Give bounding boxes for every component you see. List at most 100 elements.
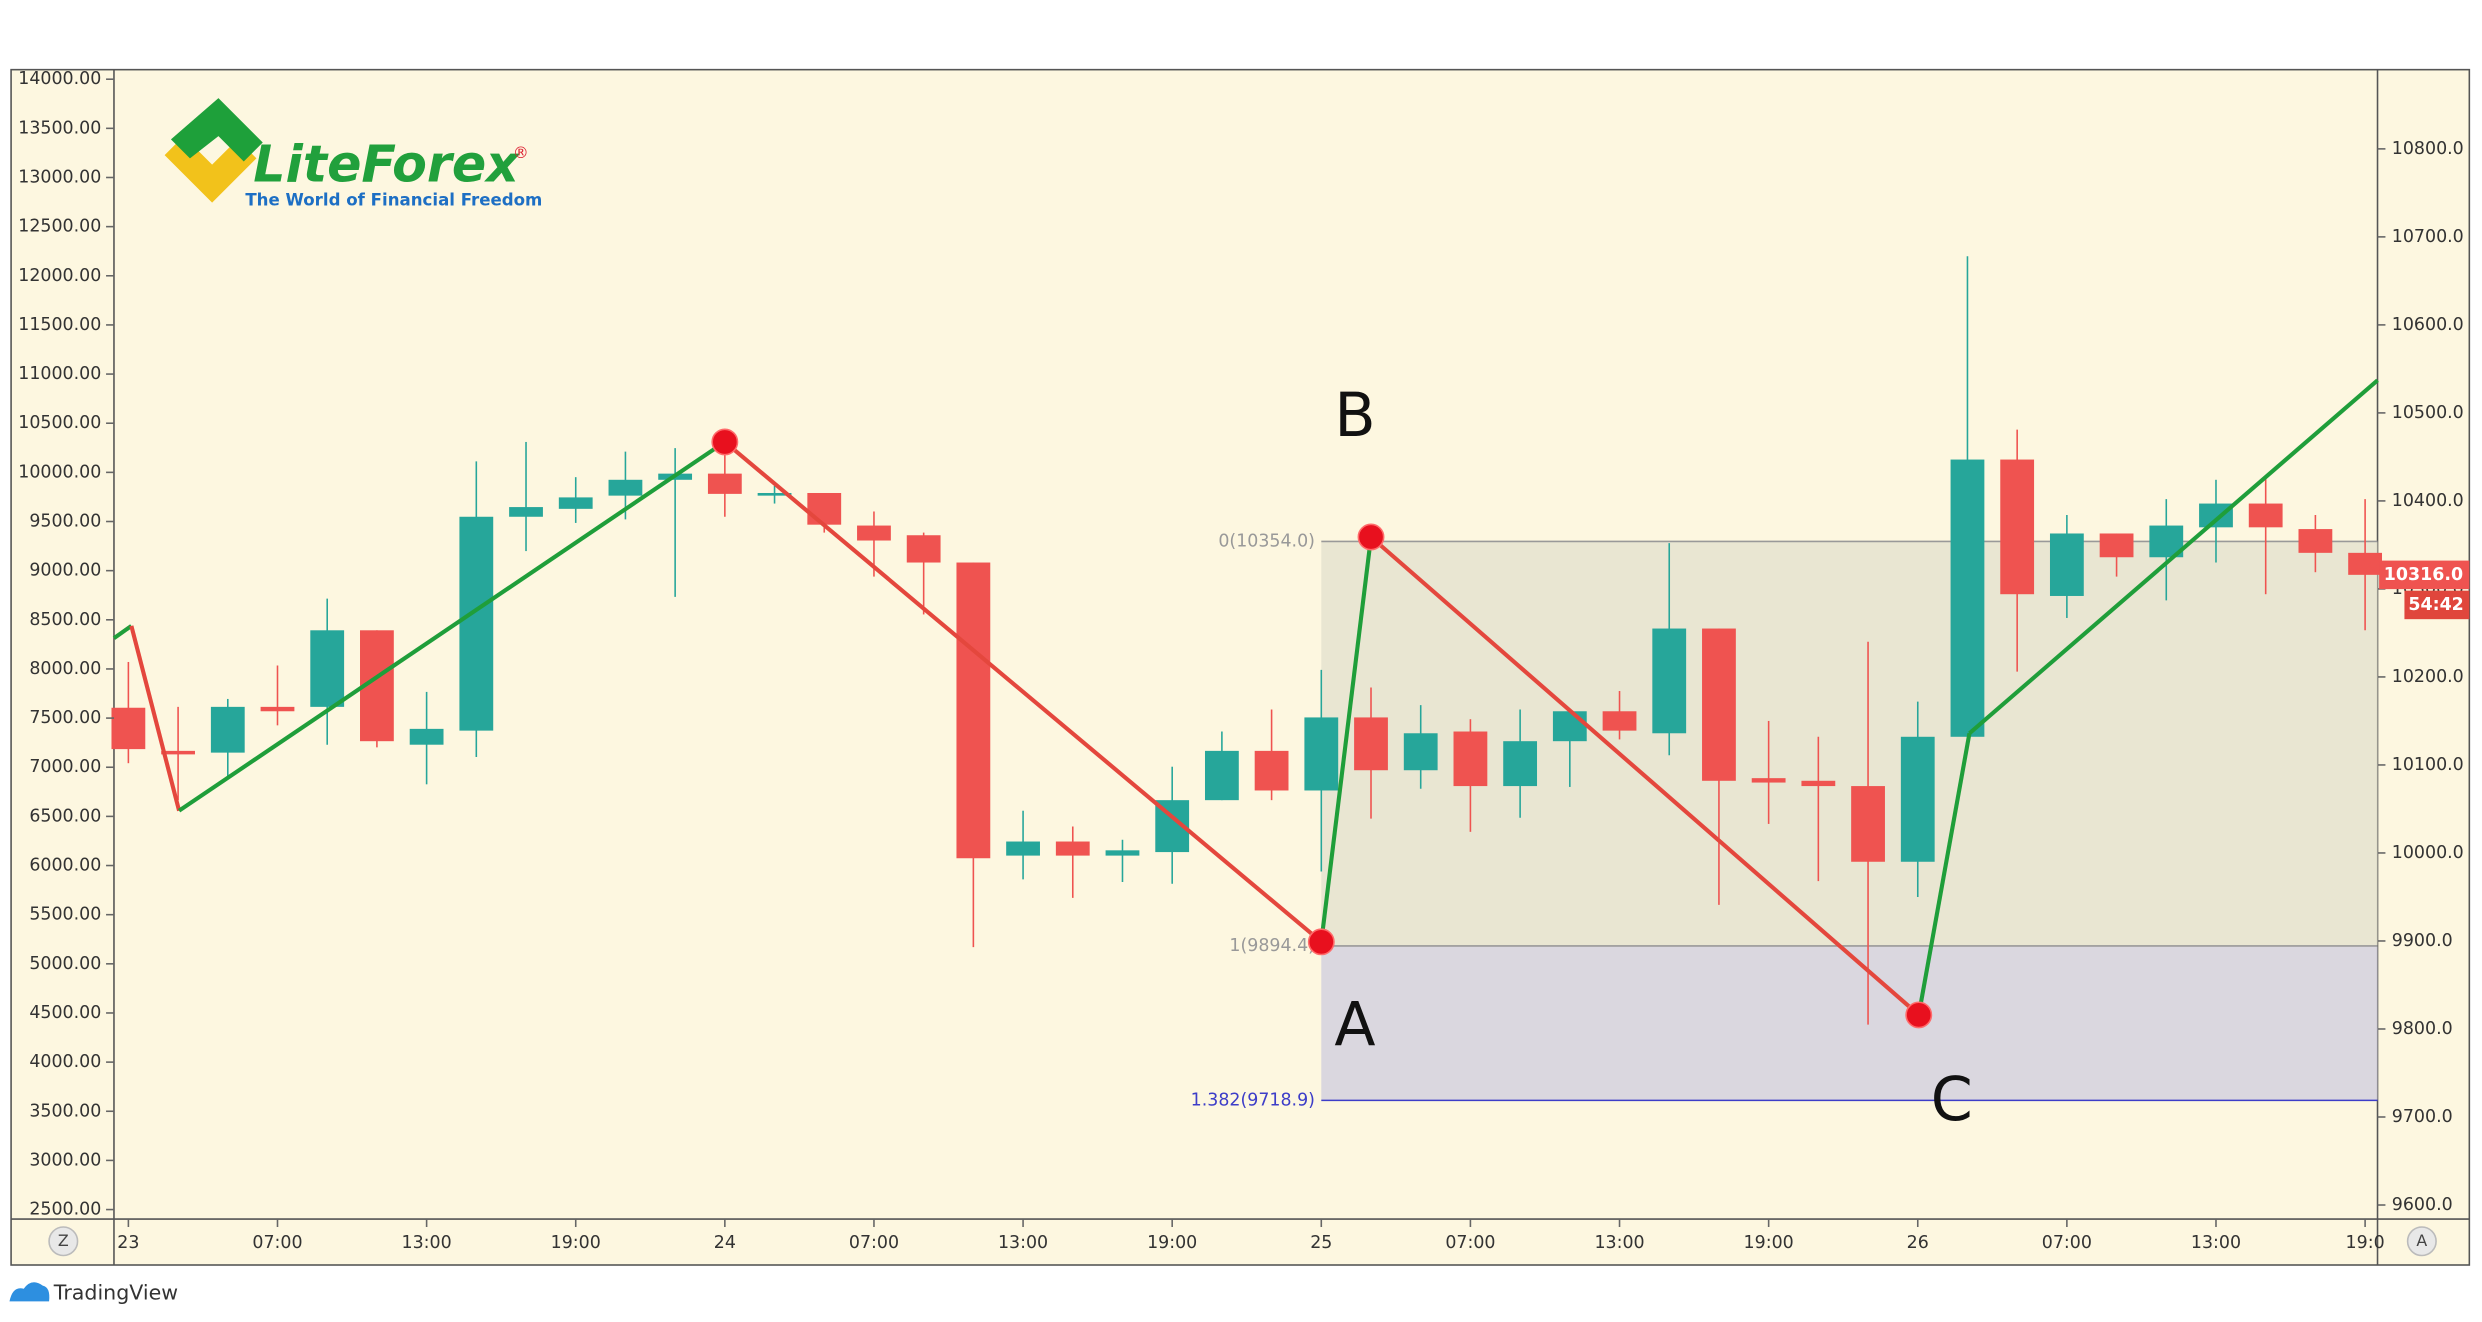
y2-tick-label: 10600.0: [2392, 315, 2464, 335]
y-tick-label: 14000.00: [18, 69, 101, 89]
x-tick-label: 07:00: [849, 1233, 899, 1253]
plot-area: 0(10354.0) 1(9894.4) 1.382(9718.9): [111, 256, 2383, 1110]
y-tick-label: 4500.00: [29, 1003, 101, 1023]
zigzag-segment: [112, 624, 133, 640]
candle-body: [260, 706, 295, 712]
candle-body: [956, 562, 991, 859]
fib-label: 1.382(9718.9): [1191, 1090, 1315, 1110]
y2-tick-label: 10700.0: [2392, 227, 2464, 247]
annotation: C: [1931, 1065, 1973, 1135]
zigzag-segment: [723, 440, 1323, 944]
countdown-label: 54:42: [2408, 595, 2463, 615]
y-tick-label: 2500.00: [29, 1200, 101, 1220]
logo: LiteForex ® The World of Financial Freed…: [164, 98, 542, 210]
pivot-point: [1905, 1001, 1933, 1029]
fib-label: 0(10354.0): [1218, 531, 1315, 551]
candle-body: [807, 492, 842, 525]
candle-body: [608, 479, 643, 496]
x-tick-label: 19:00: [1744, 1233, 1794, 1253]
y-tick-label: 13000.00: [18, 167, 101, 187]
candle-body: [1503, 741, 1538, 787]
y-tick-label: 10500.00: [18, 413, 101, 433]
pivot-point: [1357, 523, 1385, 551]
y-tick-label: 9500.00: [29, 512, 101, 532]
y-tick-label: 10000.00: [18, 462, 101, 482]
candle-body: [1006, 841, 1040, 856]
y2-tick-label: 10100.0: [2392, 755, 2464, 775]
x-tick-label: 07:00: [2042, 1233, 2092, 1253]
y-tick-label: 7500.00: [29, 708, 101, 728]
x-tick-label: 19:0: [2346, 1233, 2385, 1253]
auto-button[interactable]: [2406, 1226, 2437, 1257]
last-price-tag: [2379, 560, 2470, 590]
candle-body: [2248, 503, 2283, 528]
candle-body: [857, 525, 891, 541]
logo-tagline: The World of Financial Freedom: [245, 191, 542, 210]
y-tick-label: 5500.00: [29, 905, 101, 925]
zigzag-segment: [177, 440, 726, 813]
candle-body: [1204, 750, 1239, 801]
candle-body: [1652, 628, 1687, 734]
y2-tick-label: 10200.0: [2392, 667, 2464, 687]
x-tick-label: 19:00: [1147, 1233, 1197, 1253]
candle-body: [1900, 736, 1935, 862]
candle-body: [1403, 733, 1438, 771]
y-tick-label: 9000.00: [29, 561, 101, 581]
scale-button-label[interactable]: Z: [58, 1231, 69, 1250]
candle-body: [1851, 786, 1885, 862]
candle-body: [707, 473, 742, 494]
y2-tick-label: 10500.0: [2392, 403, 2464, 423]
candle-body: [757, 492, 792, 496]
zigzag-segment: [1968, 378, 2379, 735]
candle-body: [161, 750, 195, 755]
x-tick-label: 26: [1907, 1233, 1929, 1253]
candle-body: [1254, 750, 1289, 791]
tradingview-icon: [9, 1282, 50, 1302]
candle-body: [1055, 841, 1090, 856]
candle-body: [2298, 529, 2333, 553]
candle-body: [1602, 711, 1637, 731]
candle-body: [310, 630, 345, 707]
candle-body: [509, 507, 543, 517]
candle-body: [1304, 717, 1339, 791]
y-tick-label: 8000.00: [29, 659, 101, 679]
candle-body: [1801, 780, 1836, 787]
y-tick-label: 6500.00: [29, 806, 101, 826]
y-tick-label: 12000.00: [18, 266, 101, 286]
y2-tick-label: 10800.0: [2392, 139, 2464, 159]
candle-body: [1751, 778, 1786, 783]
auto-button-label[interactable]: A: [2416, 1231, 2427, 1250]
y-tick-label: 3000.00: [29, 1150, 101, 1170]
candle-body: [558, 497, 593, 509]
logo-text: LiteForex: [253, 134, 520, 193]
scale-button[interactable]: [48, 1226, 79, 1257]
x-tick-label: 19:00: [551, 1233, 601, 1253]
x-tick-label: 07:00: [252, 1233, 302, 1253]
y-tick-label: 4000.00: [29, 1052, 101, 1072]
y2-tick-label: 9700.0: [2392, 1107, 2453, 1127]
candle-body: [459, 516, 494, 731]
candle-body: [1552, 711, 1587, 742]
zigzag-segment: [129, 625, 182, 812]
x-tick-label: 24: [714, 1233, 736, 1253]
y2-tick-label: 9800.0: [2392, 1019, 2453, 1039]
pivot-point: [711, 428, 739, 456]
candle-body: [2049, 533, 2084, 596]
x-tick-label: 07:00: [1445, 1233, 1495, 1253]
y-tick-label: 7000.00: [29, 757, 101, 777]
x-tick-label: 13:00: [402, 1233, 452, 1253]
y-tick-label: 6000.00: [29, 856, 101, 876]
logo-registered: ®: [513, 143, 529, 162]
candle-body: [1950, 459, 1985, 737]
last-price-label: 10316.0: [2384, 565, 2463, 585]
y2-tick-label: 10400.0: [2392, 491, 2464, 511]
zigzag-segment: [1916, 732, 1972, 1016]
y2-tick-label: 9900.0: [2392, 931, 2453, 951]
logo-mark-green: [170, 98, 263, 162]
x-tick-label: 13:00: [1594, 1233, 1644, 1253]
candle-body: [1702, 628, 1736, 781]
annotation: B: [1334, 381, 1375, 451]
x-tick-label: 13:00: [998, 1233, 1048, 1253]
y2-tick-label: 9600.0: [2392, 1195, 2453, 1215]
